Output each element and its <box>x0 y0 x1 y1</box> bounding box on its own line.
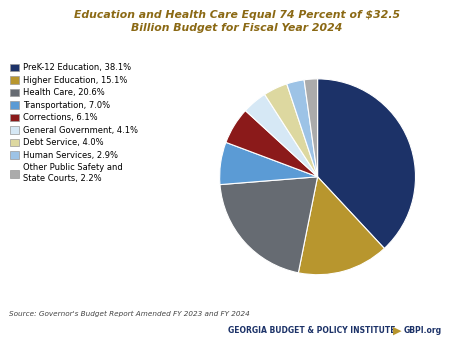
Wedge shape <box>246 95 318 177</box>
Text: ▶: ▶ <box>392 326 401 336</box>
Wedge shape <box>226 110 318 177</box>
Wedge shape <box>318 79 416 249</box>
Wedge shape <box>304 79 318 177</box>
Wedge shape <box>264 84 318 177</box>
Wedge shape <box>298 177 384 275</box>
Wedge shape <box>220 177 318 273</box>
Text: GEORGIA BUDGET & POLICY INSTITUTE: GEORGIA BUDGET & POLICY INSTITUTE <box>228 326 395 335</box>
Wedge shape <box>219 142 318 185</box>
Wedge shape <box>287 80 318 177</box>
Text: Source: Governor's Budget Report Amended FY 2023 and FY 2024: Source: Governor's Budget Report Amended… <box>9 311 250 317</box>
Text: Education and Health Care Equal 74 Percent of $32.5
Billion Budget for Fiscal Ye: Education and Health Care Equal 74 Perce… <box>74 10 400 33</box>
Legend: PreK-12 Education, 38.1%, Higher Education, 15.1%, Health Care, 20.6%, Transport: PreK-12 Education, 38.1%, Higher Educati… <box>10 64 138 183</box>
Text: GBPI.org: GBPI.org <box>404 326 442 335</box>
